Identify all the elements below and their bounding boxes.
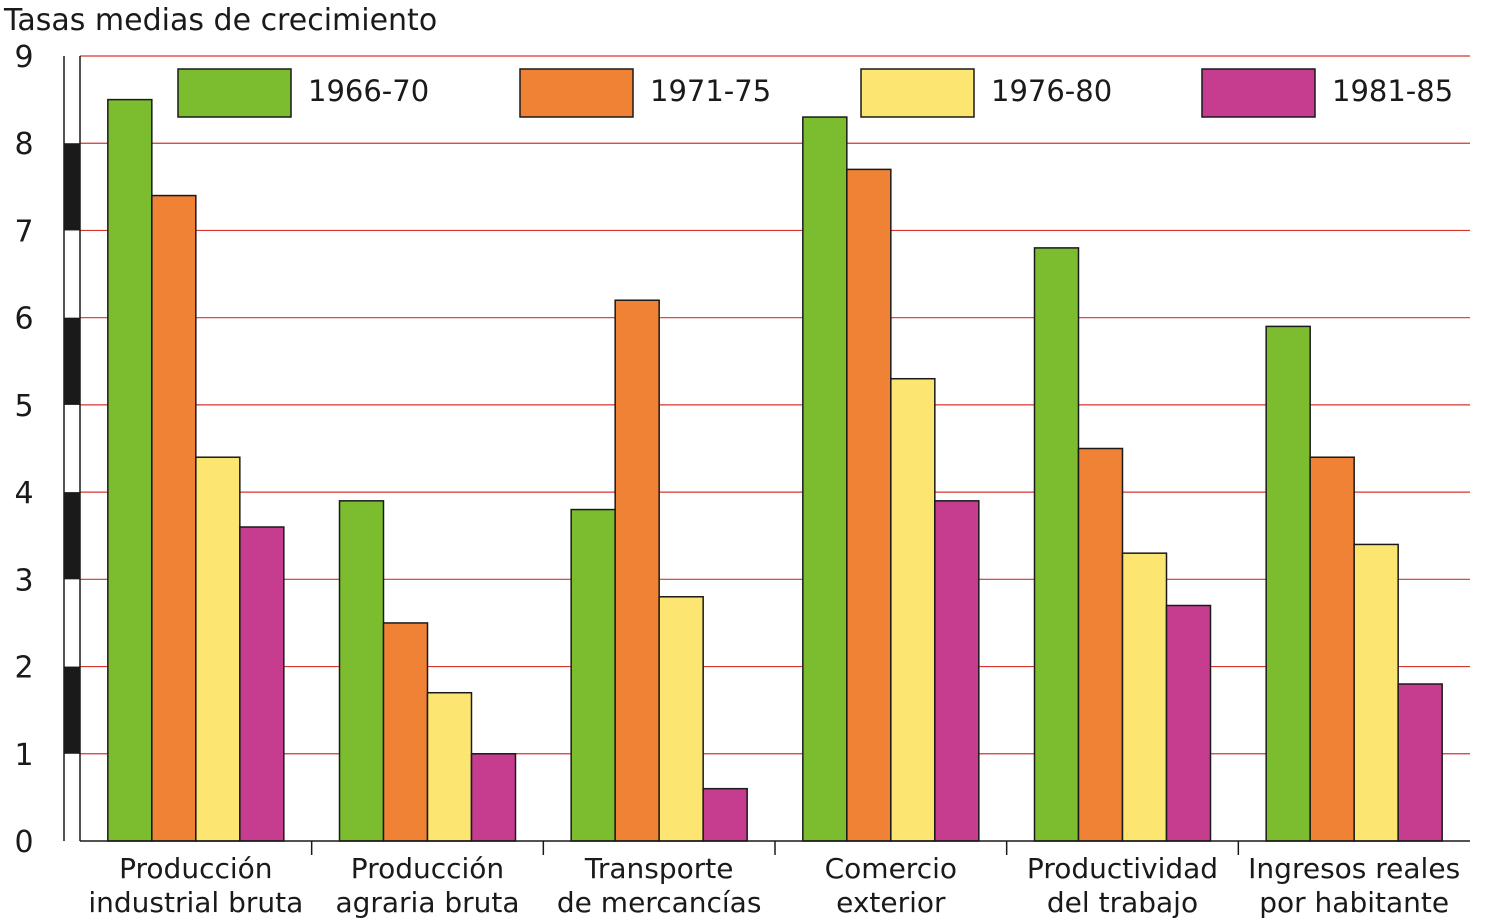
axis-scale-segment (64, 492, 80, 580)
bar (614, 299, 660, 842)
x-category-label: Productividad (1027, 852, 1218, 885)
bar (890, 377, 936, 842)
bar (702, 787, 748, 842)
axis-scale-segment (64, 143, 80, 231)
legend-swatch (860, 68, 975, 118)
bar (1309, 456, 1355, 842)
bar (934, 500, 980, 842)
legend: 1966-70 1971-75 1976-80 1981-85 (177, 68, 1453, 118)
gridlines (80, 55, 1470, 755)
bar (1033, 247, 1080, 842)
y-tick-label: 6 (14, 302, 33, 337)
y-tick-label: 4 (14, 476, 33, 511)
bar (1077, 447, 1124, 842)
bar (338, 500, 385, 842)
x-category-label: Producción (351, 852, 504, 885)
legend-swatch (177, 68, 292, 118)
bar (1353, 543, 1399, 842)
x-category-label: agraria bruta (335, 886, 519, 919)
bar (1121, 552, 1168, 842)
chart-title: Tasas medias de crecimiento (3, 3, 437, 38)
legend-label: 1966-70 (308, 74, 429, 108)
legend-label: 1981-85 (1332, 74, 1453, 108)
x-category-label: exterior (836, 886, 946, 919)
bars (107, 98, 1443, 842)
bar (570, 508, 616, 842)
x-category-label: Comercio (825, 852, 957, 885)
y-tick-label: 7 (14, 214, 33, 249)
x-category-label: de mercancías (557, 886, 762, 919)
bar (107, 98, 153, 842)
bar (1397, 683, 1443, 842)
bar (426, 691, 473, 842)
legend-label: 1976-80 (991, 74, 1112, 108)
bar (470, 753, 517, 842)
axis-scale-segment (64, 317, 80, 405)
x-category-label: Producción (119, 852, 272, 885)
bar (1265, 325, 1311, 842)
legend-label: 1971-75 (650, 74, 771, 108)
bar (658, 596, 704, 842)
bar (195, 456, 241, 842)
bar (151, 194, 197, 842)
y-tick-label: 9 (14, 40, 33, 75)
bar (382, 622, 429, 842)
x-category-label: por habitante (1259, 886, 1449, 919)
y-axis: 0 1 2 3 4 5 6 7 8 9 (14, 40, 81, 860)
y-tick-label: 1 (14, 738, 33, 773)
y-tick-label: 2 (14, 651, 33, 686)
bar (846, 168, 892, 842)
y-tick-label: 3 (14, 563, 33, 598)
y-tick-label: 5 (14, 389, 33, 424)
x-category-label: Transporte (584, 852, 734, 885)
y-tick-label: 0 (14, 825, 33, 860)
x-category-label: del trabajo (1047, 886, 1198, 919)
x-category-label: industrial bruta (88, 886, 303, 919)
y-tick-label: 8 (14, 127, 33, 162)
bar (1165, 604, 1212, 842)
legend-swatch (519, 68, 634, 118)
x-category-label: Ingresos reales (1248, 852, 1460, 885)
bar (802, 116, 848, 842)
axis-scale-segment (64, 666, 80, 754)
bar (239, 526, 285, 842)
legend-swatch (1201, 68, 1316, 118)
